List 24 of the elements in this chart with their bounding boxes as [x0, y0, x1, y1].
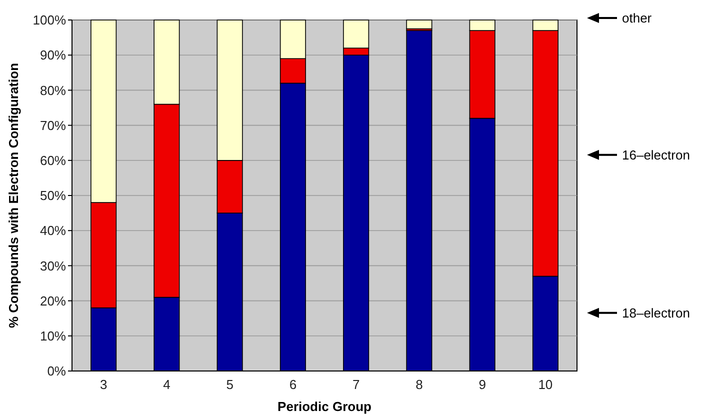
y-axis-title: % Compounds with Electron Configuration [6, 62, 21, 328]
y-tick-label: 30% [40, 258, 66, 274]
y-tick-label: 40% [40, 223, 66, 238]
y-tick-label: 10% [40, 328, 66, 344]
y-tick-label: 80% [40, 82, 66, 98]
y-tick-label: 60% [40, 152, 66, 168]
x-tick-label: 9 [478, 377, 486, 392]
legend-label: 18–electron [622, 305, 690, 320]
x-axis-title: Periodic Group [278, 399, 372, 414]
legend-label: 16–electron [622, 147, 690, 162]
y-tick-label: 50% [40, 188, 66, 204]
x-tick-label: 8 [416, 377, 423, 392]
x-tick-label: 3 [100, 377, 108, 392]
y-tick-label: 20% [40, 293, 66, 308]
x-tick-label: 4 [163, 377, 170, 392]
y-tick-label: 100% [32, 12, 66, 28]
legend-label: other [622, 10, 652, 26]
x-tick-label: 6 [289, 377, 297, 392]
x-tick-label: 10 [538, 377, 553, 392]
y-tick-label: 70% [40, 118, 66, 133]
x-tick-label: 5 [226, 377, 234, 392]
x-tick-label: 7 [352, 377, 360, 392]
y-tick-label: 90% [40, 48, 66, 63]
y-tick-label: 0% [47, 364, 66, 379]
